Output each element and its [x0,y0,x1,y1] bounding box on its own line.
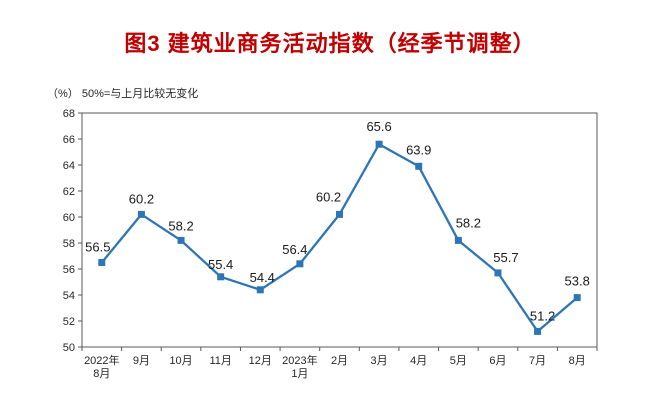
data-point [98,259,106,266]
data-label: 55.7 [493,250,518,265]
data-label: 60.2 [129,191,154,206]
data-point [375,140,383,148]
data-label: 56.4 [282,242,307,257]
data-point [137,210,145,218]
y-tick-label: 62 [63,186,75,198]
x-tick-label: 9月 [133,355,150,367]
data-label: 58.2 [456,215,481,230]
x-tick-label: 12月 [249,355,272,367]
y-tick-label: 66 [63,134,75,146]
x-tick-label: 3月 [371,355,388,367]
x-tick-label: 10月 [169,355,192,367]
data-point [415,162,423,170]
data-point [494,269,502,277]
plot-border [81,112,598,348]
x-tick-label: 5月 [450,355,467,367]
data-point [177,236,185,244]
x-tick-label: 7月 [529,355,546,367]
data-label: 55.4 [208,257,233,272]
y-tick-label: 50 [63,342,75,354]
x-tick-label: 2022年 8月 [84,353,119,380]
data-point [336,210,343,218]
data-label: 63.9 [406,142,431,157]
x-tick-label: 2月 [331,355,348,367]
y-tick-label: 52 [63,316,75,328]
x-tick-label: 4月 [410,355,427,367]
y-tick-label: 68 [63,108,75,120]
x-tick-label: 8月 [569,355,586,367]
data-label: 60.2 [316,189,341,204]
data-label: 53.8 [565,274,590,289]
y-tick-label: 60 [63,212,75,224]
data-label: 54.4 [250,270,275,285]
y-tick-label: 64 [63,160,75,172]
y-tick-label: 54 [63,290,75,302]
data-label: 58.2 [168,218,193,233]
data-point [454,236,462,244]
x-tick-label: 6月 [489,355,506,367]
data-point [296,260,304,268]
y-tick-label: 58 [63,238,75,250]
data-label: 65.6 [366,119,391,134]
data-point [217,273,225,281]
unit-note: （%） 50%=与上月比较无变化 [47,88,199,100]
y-tick-label: 56 [63,264,75,276]
x-tick-label: 11月 [209,355,231,367]
data-line [100,143,578,333]
data-point [534,327,542,335]
chart-title: 图3 建筑业商务活动指数（经季节调整） [124,31,536,56]
data-label: 56.5 [85,240,110,255]
data-point [256,286,264,294]
x-tick-label: 2023年 1月 [282,353,317,380]
data-point [573,294,581,302]
data-label: 51.2 [530,308,555,323]
